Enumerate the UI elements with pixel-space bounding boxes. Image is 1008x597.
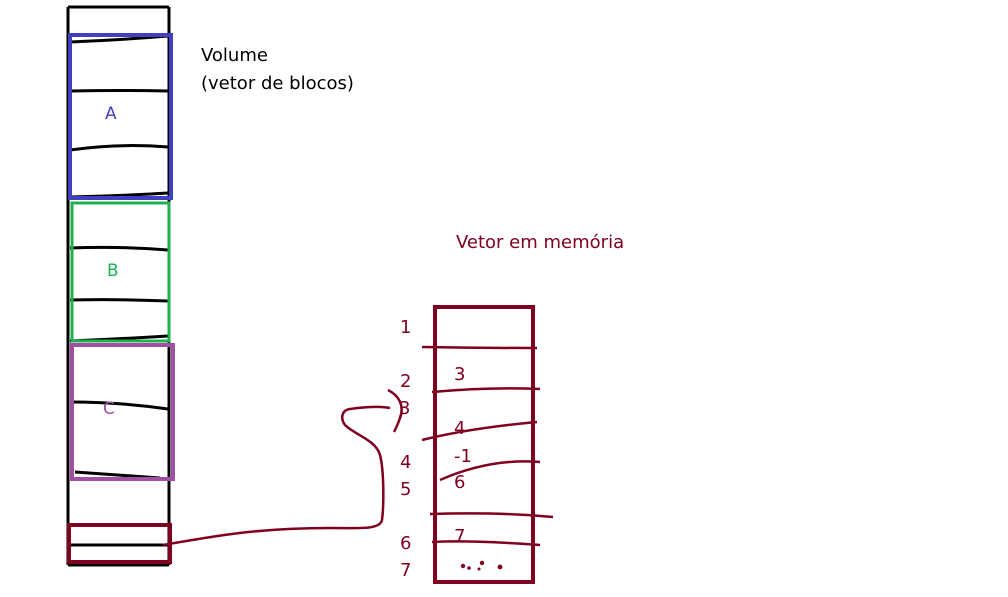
memory-vector-title: Vetor em memória <box>456 232 624 253</box>
memory-index-label: 5 <box>400 479 411 500</box>
memory-divider <box>421 345 538 350</box>
connector-curve <box>162 405 391 547</box>
ellipsis-dot <box>497 564 503 570</box>
memory-cell-values: 3 4 -1 6 7 <box>454 364 472 547</box>
memory-index-label: 4 <box>400 452 411 473</box>
ellipsis-dot <box>467 566 471 570</box>
memory-index-label: 7 <box>400 560 411 581</box>
memory-index-labels: 1 2 3 4 5 6 7 <box>399 317 411 581</box>
connector-hook <box>387 388 403 433</box>
memory-index-label: 3 <box>399 398 410 419</box>
memory-divider <box>431 387 541 394</box>
memory-divider <box>429 512 554 519</box>
group-a-label: A <box>105 104 117 124</box>
group-b-label: B <box>107 261 119 281</box>
memory-divider <box>439 460 541 482</box>
memory-index-label: 1 <box>400 317 411 338</box>
volume-caption-line2: (vetor de blocos) <box>201 73 354 94</box>
group-b-box <box>70 201 171 343</box>
group-c-box <box>70 343 175 481</box>
memory-cell-value: 6 <box>454 472 465 493</box>
memory-cell-value: 4 <box>454 418 465 439</box>
block-divider <box>69 245 169 252</box>
memory-index-label: 6 <box>400 533 411 554</box>
memory-divider <box>421 420 538 442</box>
volume-caption-line1: Volume <box>201 45 268 66</box>
volume-column <box>66 5 171 567</box>
memory-index-label: 2 <box>400 371 411 392</box>
group-c-label: C <box>103 399 115 419</box>
memory-cell-value: -1 <box>454 446 472 467</box>
block-divider <box>69 89 169 93</box>
ellipsis-dot <box>460 563 466 569</box>
block-divider <box>69 144 169 152</box>
memory-cell-value: 7 <box>454 526 465 547</box>
ellipsis-dot <box>477 567 481 571</box>
memory-cell-value: 3 <box>454 364 465 385</box>
block-divider <box>69 400 169 411</box>
memory-divider <box>431 540 541 547</box>
memory-vector-box <box>433 305 535 584</box>
memory-cell-dividers <box>421 345 554 547</box>
memory-ellipsis-dots <box>460 560 503 571</box>
block-divider <box>69 298 169 303</box>
ellipsis-dot <box>479 560 485 566</box>
group-a-box <box>68 33 173 200</box>
